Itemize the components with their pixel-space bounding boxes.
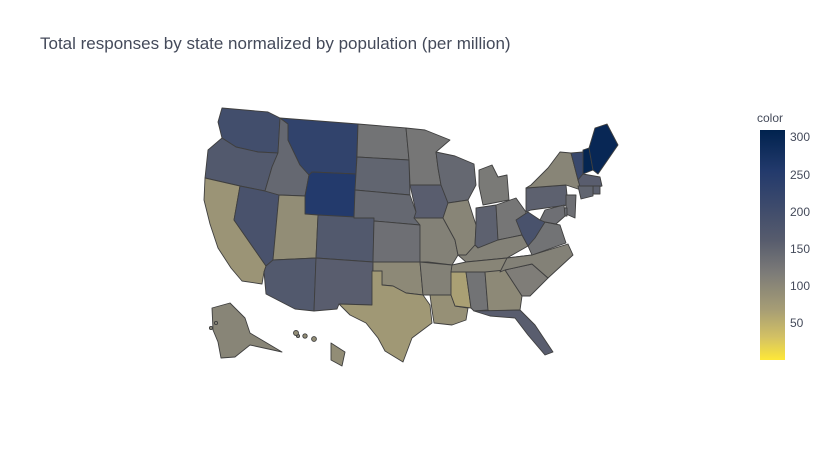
state-fl[interactable]: [473, 309, 554, 356]
chart-title: Total responses by state normalized by p…: [40, 34, 511, 53]
state-ri[interactable]: [592, 185, 601, 195]
state-ks[interactable]: [372, 220, 421, 263]
state-hi-island-1: [293, 330, 299, 336]
state-hi-island-3: [311, 336, 317, 342]
colorbar-tick-label: 300: [790, 130, 811, 145]
state-ia[interactable]: [409, 184, 449, 219]
state-wy[interactable]: [304, 171, 357, 219]
state-md[interactable]: [539, 204, 566, 225]
colorbar-title: color: [757, 111, 784, 125]
state-nm[interactable]: [313, 257, 374, 312]
colorbar-tick-label: 100: [790, 278, 811, 293]
colorbar-tick-label: 250: [790, 167, 811, 182]
colorbar-tick-label: 50: [790, 315, 804, 330]
state-tx[interactable]: [338, 270, 433, 363]
state-ct[interactable]: [577, 185, 594, 200]
state-az[interactable]: [263, 257, 317, 312]
state-hi[interactable]: [330, 342, 346, 367]
state-mi[interactable]: [478, 164, 510, 206]
state-sd[interactable]: [354, 156, 411, 196]
state-nj[interactable]: [565, 194, 577, 219]
colorbar-tick-label: 200: [790, 204, 811, 219]
state-co[interactable]: [315, 214, 375, 263]
state-nd[interactable]: [356, 123, 410, 161]
state-me[interactable]: [588, 123, 619, 175]
state-ak[interactable]: [211, 302, 283, 359]
state-ak-island-2: [208, 325, 214, 331]
colorbar: [760, 130, 785, 360]
states-group: [203, 107, 619, 367]
state-ak-island-1: [213, 320, 219, 326]
state-hi-island-2: [302, 333, 308, 339]
colorbar-tick-label: 150: [790, 241, 811, 256]
state-nc[interactable]: [499, 243, 574, 279]
state-wv[interactable]: [515, 211, 546, 247]
state-ms[interactable]: [450, 271, 472, 309]
state-ar[interactable]: [419, 261, 453, 296]
